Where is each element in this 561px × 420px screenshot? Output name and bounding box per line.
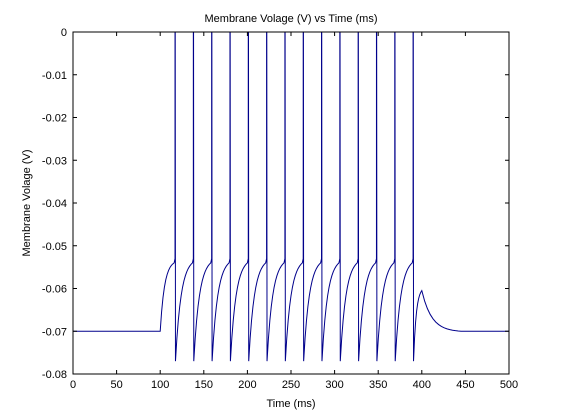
x-tick-label: 200 bbox=[238, 379, 256, 391]
y-tick-label: -0.01 bbox=[42, 70, 67, 82]
chart-title: Membrane Volage (V) vs Time (ms) bbox=[205, 13, 378, 25]
x-axis-ticks: 0 50 100 150 200 250 300 350 400 450 500 bbox=[70, 32, 518, 391]
y-tick-label: -0.05 bbox=[42, 241, 67, 253]
x-tick-label: 300 bbox=[325, 379, 343, 391]
y-tick-label: -0.02 bbox=[42, 113, 67, 125]
y-tick-label: -0.06 bbox=[42, 284, 67, 296]
y-tick-label: -0.07 bbox=[42, 326, 67, 338]
y-tick-label: -0.04 bbox=[42, 198, 67, 210]
y-tick-label: -0.08 bbox=[42, 369, 67, 381]
plot-area-background bbox=[73, 32, 509, 374]
y-axis-ticks: 0 -0.01 -0.02 -0.03 -0.04 -0.05 -0.06 -0.07 -0.0… bbox=[42, 27, 509, 381]
x-tick-label: 150 bbox=[195, 379, 213, 391]
x-tick-label: 100 bbox=[151, 379, 169, 391]
y-axis-label: Membrane Volage (V) bbox=[21, 150, 33, 257]
x-tick-label: 350 bbox=[369, 379, 387, 391]
x-tick-label: 400 bbox=[413, 379, 431, 391]
x-tick-label: 250 bbox=[282, 379, 300, 391]
x-tick-label: 500 bbox=[500, 379, 518, 391]
y-tick-label: 0 bbox=[61, 27, 67, 39]
x-tick-label: 50 bbox=[110, 379, 122, 391]
x-tick-label: 0 bbox=[70, 379, 76, 391]
y-tick-label: -0.03 bbox=[42, 155, 67, 167]
x-axis-label: Time (ms) bbox=[266, 398, 315, 410]
x-tick-label: 450 bbox=[456, 379, 474, 391]
